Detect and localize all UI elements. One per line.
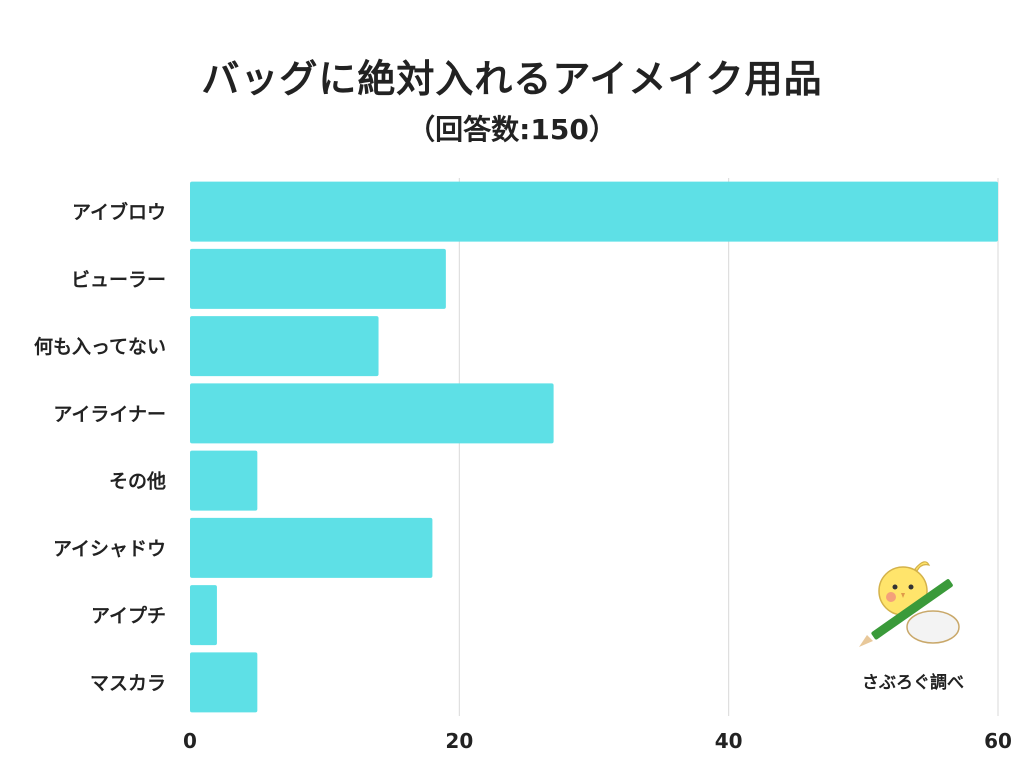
bar <box>190 316 379 377</box>
bar <box>190 248 446 309</box>
credit-text: さぶろぐ調べ <box>862 673 964 693</box>
bird-with-pencil-icon <box>859 561 960 647</box>
bar <box>190 585 217 646</box>
grid-lines <box>458 178 999 716</box>
bar <box>190 652 258 713</box>
category-label: アイブロウ <box>72 201 166 224</box>
bar <box>190 517 433 578</box>
category-label: その他 <box>109 470 166 493</box>
category-label: マスカラ <box>90 672 166 694</box>
bar <box>190 383 554 444</box>
chart-title: バッグに絶対入れるアイメイク用品 <box>201 57 823 101</box>
category-label: 何も入ってない <box>34 335 166 358</box>
bar <box>190 450 258 511</box>
category-label: アイプチ <box>91 604 166 627</box>
x-tick-label: 20 <box>445 729 473 753</box>
x-tick-label: 60 <box>984 729 1012 753</box>
x-tick-labels: 0 20 40 60 <box>183 729 1012 753</box>
category-label: アイシャドウ <box>53 538 166 560</box>
bar <box>190 181 998 242</box>
category-label: ビューラー <box>71 269 166 291</box>
category-label: アイライナー <box>53 403 166 425</box>
bars <box>190 181 998 713</box>
x-tick-label: 40 <box>715 729 743 753</box>
chart-subtitle: （回答数:150） <box>407 113 617 146</box>
x-tick-label: 0 <box>183 729 197 753</box>
